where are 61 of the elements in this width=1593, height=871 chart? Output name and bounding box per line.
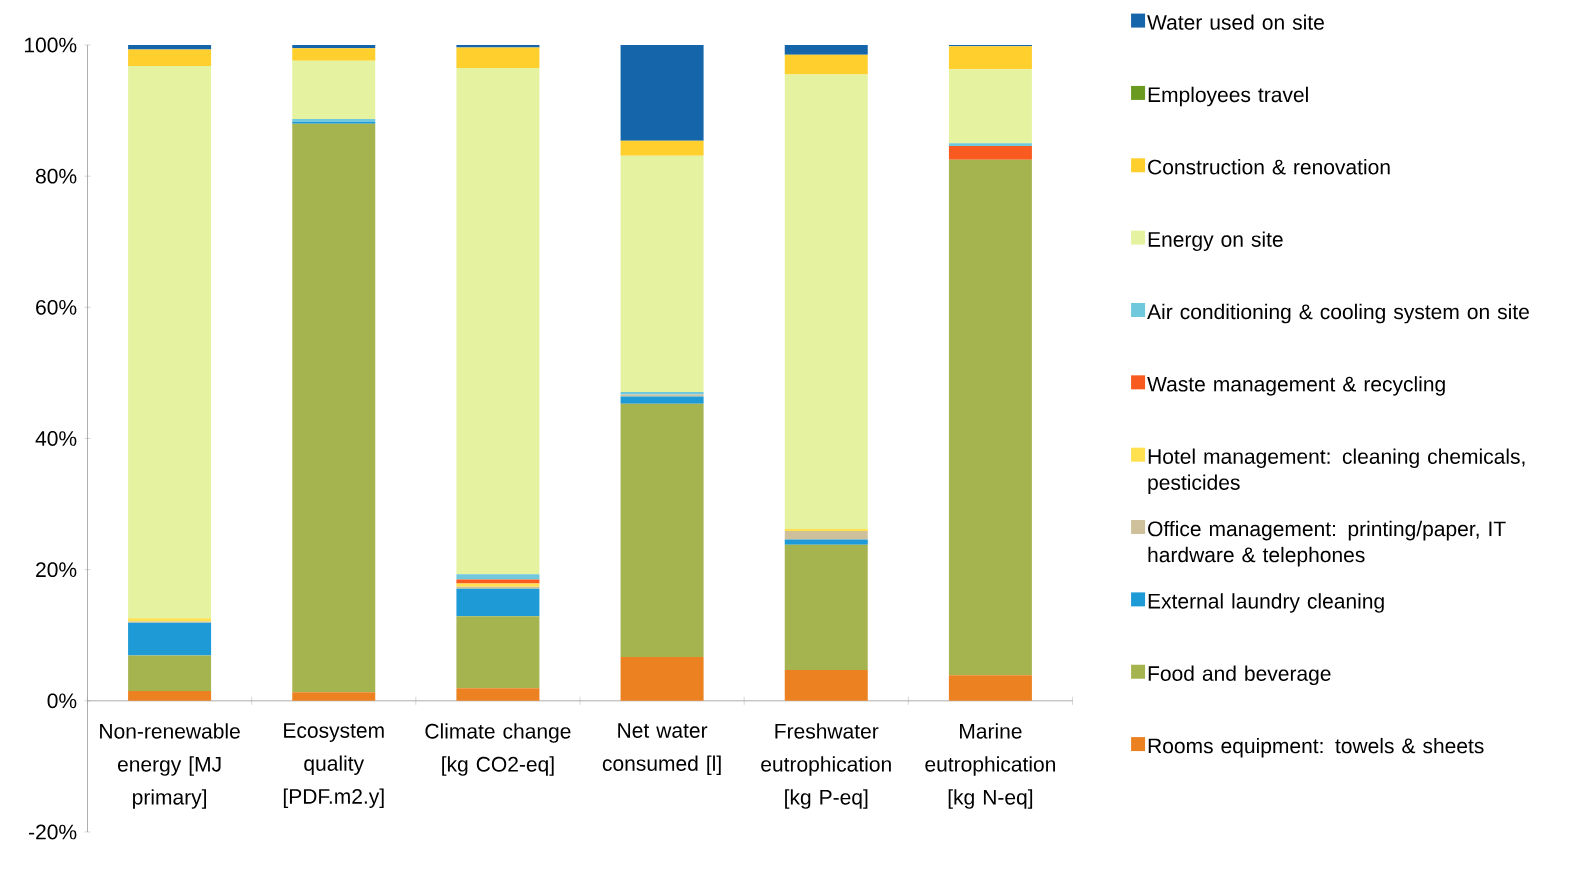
bar: [784, 44, 868, 55]
bar: [948, 143, 1032, 146]
legend-label: Construction & renovation: [1148, 159, 1390, 175]
legend-label: Rooms equipment: towels & sheets: [1148, 737, 1484, 758]
bar: [784, 54, 868, 75]
y-tick-label: 100%: [24, 37, 77, 53]
legend-label: Water used on site: [1147, 14, 1324, 30]
bar: [128, 44, 212, 50]
y-tick-label: 40%: [35, 431, 77, 446]
bar: [292, 123, 376, 693]
bar: [784, 670, 868, 701]
bar: [456, 44, 540, 48]
bar: [292, 48, 376, 61]
y-tick-label: 0%: [47, 693, 77, 709]
legend-label: Air conditioning & cooling system on site: [1147, 303, 1529, 324]
legend-label: Employees travel: [1148, 86, 1308, 107]
bar: [128, 690, 212, 701]
y-tick-label: 20%: [36, 562, 77, 578]
y-tick-label: 60%: [36, 299, 77, 315]
bar: [620, 155, 704, 392]
legend-label: External laundry cleaning: [1148, 593, 1384, 613]
bar: [620, 656, 704, 701]
bar: [784, 74, 868, 529]
legend-label: Food and beverage: [1148, 665, 1331, 686]
x-tick-label: Freshwater eutrophication [kg P-eq]: [761, 723, 891, 809]
legend-label: Office management: printing/paper, IT hardware & telephones: [1148, 520, 1506, 567]
bar: [948, 675, 1032, 701]
bar: [948, 145, 1032, 160]
bar: [456, 588, 540, 617]
bar: [128, 49, 212, 66]
bar: [292, 44, 376, 49]
legend-label: Waste management & recycling: [1147, 376, 1445, 396]
x-tick-label: Ecosystem quality [PDF.m2.y]: [283, 723, 384, 809]
bar: [948, 69, 1032, 144]
bar: [620, 396, 704, 404]
bar: [292, 692, 376, 701]
bar: [128, 622, 212, 656]
bar: [948, 159, 1032, 676]
bar: [128, 65, 212, 619]
y-tick-label: 80%: [35, 168, 77, 184]
legend-label: Energy on site: [1148, 231, 1283, 252]
bar: [784, 544, 868, 671]
legend-label: Hotel management: cleaning chemicals, pesticides: [1148, 448, 1525, 495]
x-tick-label: Climate change [kg CO2-eq]: [425, 723, 571, 776]
bar: [128, 655, 212, 691]
x-tick-label: Marine eutrophication [kg N-eq]: [925, 723, 1055, 809]
x-tick-label: Net water consumed [l]: [602, 723, 721, 776]
bar: [456, 688, 540, 701]
bar: [784, 539, 868, 545]
bar: [620, 44, 704, 141]
bar: [620, 403, 704, 657]
x-tick-label: Non-renewable energy [MJ primary]: [100, 723, 240, 809]
bar: [948, 46, 1032, 70]
bar: [456, 67, 540, 575]
y-tick-label: -20%: [29, 824, 77, 840]
bar: [456, 574, 540, 580]
bar: [620, 140, 704, 156]
bar: [292, 60, 376, 120]
bar: [784, 530, 868, 540]
bar: [456, 47, 540, 68]
bar: [456, 616, 540, 689]
